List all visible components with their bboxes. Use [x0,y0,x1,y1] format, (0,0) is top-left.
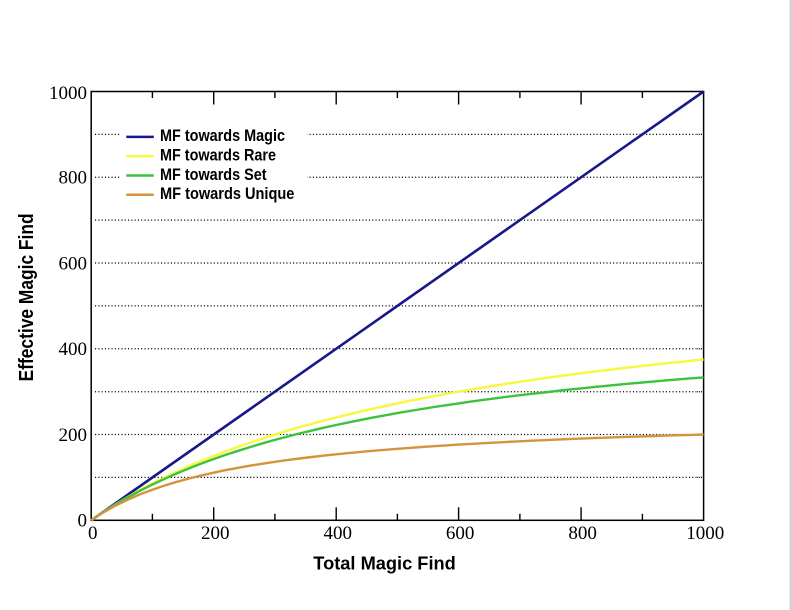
svg-text:Effective Magic Find: Effective Magic Find [16,213,38,381]
svg-text:400: 400 [59,339,88,360]
svg-text:400: 400 [323,523,352,544]
svg-text:800: 800 [568,523,597,544]
svg-text:MF towards Unique: MF towards Unique [160,184,294,203]
svg-text:800: 800 [59,168,88,189]
svg-text:1000: 1000 [49,83,87,104]
svg-text:MF towards Magic: MF towards Magic [160,126,285,145]
svg-text:MF towards Set: MF towards Set [160,165,267,184]
svg-text:Total Magic Find: Total Magic Find [313,554,456,574]
svg-text:0: 0 [88,523,98,544]
svg-text:200: 200 [59,425,88,446]
svg-text:1000: 1000 [686,523,724,544]
svg-text:600: 600 [446,523,475,544]
svg-text:MF towards Rare: MF towards Rare [160,146,276,165]
svg-text:600: 600 [59,253,88,274]
svg-text:0: 0 [78,511,88,532]
svg-text:200: 200 [201,523,230,544]
